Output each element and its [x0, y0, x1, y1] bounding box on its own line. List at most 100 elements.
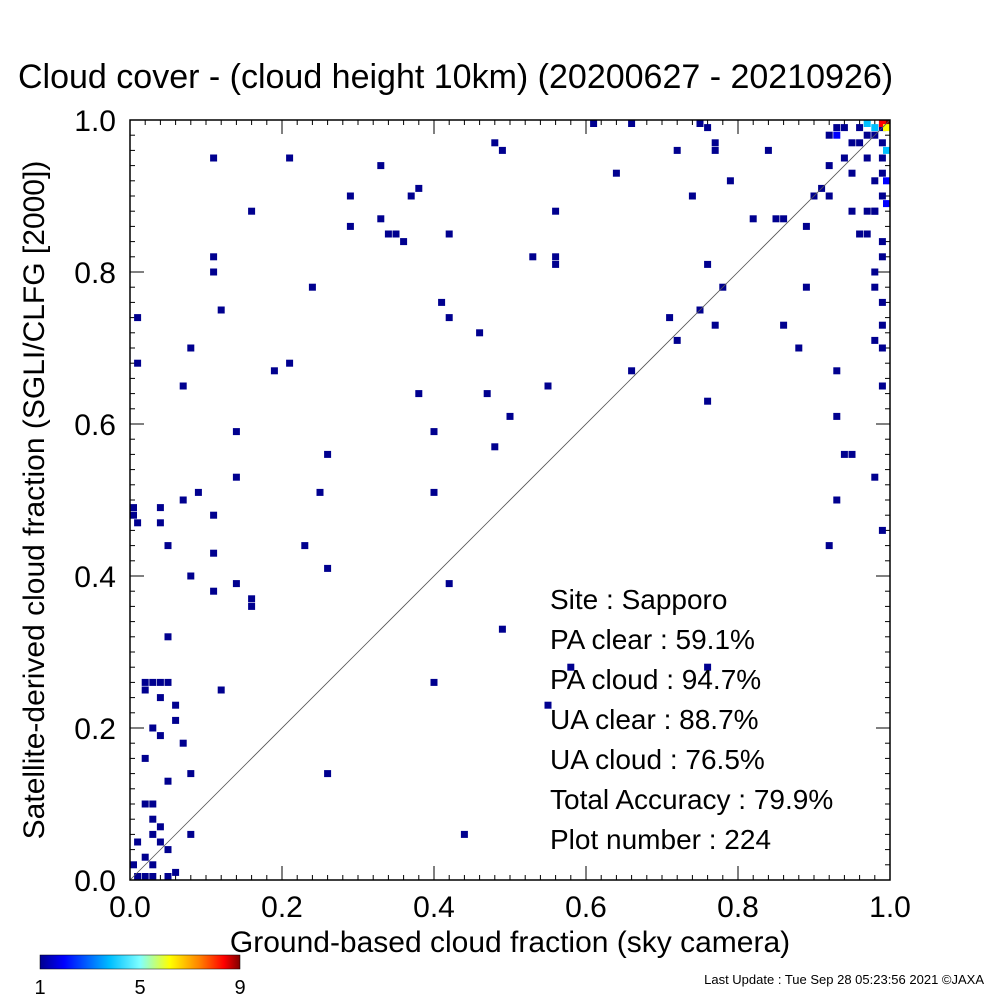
data-point — [187, 344, 195, 352]
data-point — [141, 754, 149, 762]
data-point — [445, 580, 453, 588]
data-point — [172, 701, 180, 709]
data-point — [156, 504, 164, 512]
data-point — [491, 443, 499, 451]
data-point — [156, 838, 164, 846]
data-point — [833, 124, 841, 132]
data-point — [179, 496, 187, 504]
data-point — [164, 633, 172, 641]
data-point — [825, 542, 833, 550]
data-point-hot — [883, 124, 890, 132]
data-point — [134, 359, 142, 367]
data-point — [324, 450, 332, 458]
stat-total-accuracy: Total Accuracy : 79.9% — [550, 784, 833, 815]
data-point — [871, 283, 879, 291]
data-point — [552, 253, 560, 261]
data-point — [863, 131, 871, 139]
data-point — [696, 120, 704, 127]
x-tick-label: 1.0 — [869, 891, 911, 924]
data-point — [878, 192, 886, 200]
x-tick-label: 0.6 — [565, 891, 607, 924]
data-point — [878, 298, 886, 306]
data-point — [673, 336, 681, 344]
data-point — [130, 504, 137, 512]
data-point — [445, 314, 453, 322]
data-point-hot — [883, 177, 890, 185]
data-point — [149, 815, 157, 823]
data-point — [400, 238, 408, 246]
data-point — [825, 192, 833, 200]
data-point — [825, 162, 833, 170]
data-point — [825, 131, 833, 139]
data-point — [130, 861, 137, 869]
data-point — [377, 162, 385, 170]
x-tick-label: 0.4 — [413, 891, 455, 924]
data-point — [567, 663, 575, 671]
data-point — [878, 139, 886, 147]
data-point — [156, 823, 164, 831]
x-tick-label: 0.0 — [109, 891, 151, 924]
data-point — [491, 139, 499, 147]
data-point — [871, 268, 879, 276]
data-point-hot — [833, 131, 841, 139]
data-point — [878, 238, 886, 246]
stat-pa-cloud: PA cloud : 94.7% — [550, 664, 761, 695]
last-update-footer: Last Update : Tue Sep 28 05:23:56 2021 ©… — [704, 972, 984, 987]
data-point — [134, 838, 142, 846]
data-point — [134, 314, 142, 322]
colorbar — [39, 954, 241, 970]
data-point-hot — [883, 200, 890, 208]
data-point — [764, 146, 772, 154]
x-tick-labels: 0.0 0.2 0.4 0.6 0.8 1.0 — [109, 891, 911, 924]
data-point — [863, 207, 871, 215]
data-point — [210, 154, 218, 162]
data-point — [878, 382, 886, 390]
data-point — [232, 428, 240, 436]
data-point — [878, 526, 886, 534]
y-tick-label: 0.8 — [74, 257, 116, 290]
data-point — [156, 694, 164, 702]
data-point — [673, 146, 681, 154]
data-point — [248, 602, 256, 610]
data-point — [833, 496, 841, 504]
y-tick-label: 0.6 — [74, 409, 116, 442]
colorbar-label-mid: 5 — [134, 977, 145, 999]
data-point — [628, 367, 636, 375]
data-point — [863, 230, 871, 238]
data-point — [301, 542, 309, 550]
data-point — [848, 139, 856, 147]
data-point — [780, 321, 788, 329]
data-point — [628, 120, 636, 127]
data-point — [430, 678, 438, 686]
data-point — [688, 192, 696, 200]
data-point — [217, 306, 225, 314]
data-point — [704, 397, 712, 405]
data-point — [210, 549, 218, 557]
plot-frame — [129, 119, 891, 881]
data-point — [187, 572, 195, 580]
data-point — [871, 473, 879, 481]
data-point — [149, 724, 157, 732]
data-point — [149, 873, 157, 880]
data-point — [248, 207, 256, 215]
data-point — [430, 428, 438, 436]
data-point — [840, 154, 848, 162]
data-point — [460, 830, 468, 838]
data-point — [795, 344, 803, 352]
data-point — [194, 488, 202, 496]
data-point — [392, 230, 400, 238]
data-point — [871, 207, 879, 215]
x-axis-label: Ground-based cloud fraction (sky camera) — [230, 926, 790, 959]
data-point-hot — [883, 146, 890, 154]
data-point — [134, 873, 142, 880]
data-point — [316, 488, 324, 496]
data-point — [187, 770, 195, 778]
data-point-hot — [871, 124, 879, 132]
data-point — [248, 595, 256, 603]
x-tick-label: 0.8 — [717, 891, 759, 924]
colorbar-label-max: 9 — [234, 977, 245, 999]
data-point — [704, 663, 712, 671]
data-point — [179, 382, 187, 390]
data-point — [164, 777, 172, 785]
y-tick-label: 0.0 — [74, 865, 116, 898]
